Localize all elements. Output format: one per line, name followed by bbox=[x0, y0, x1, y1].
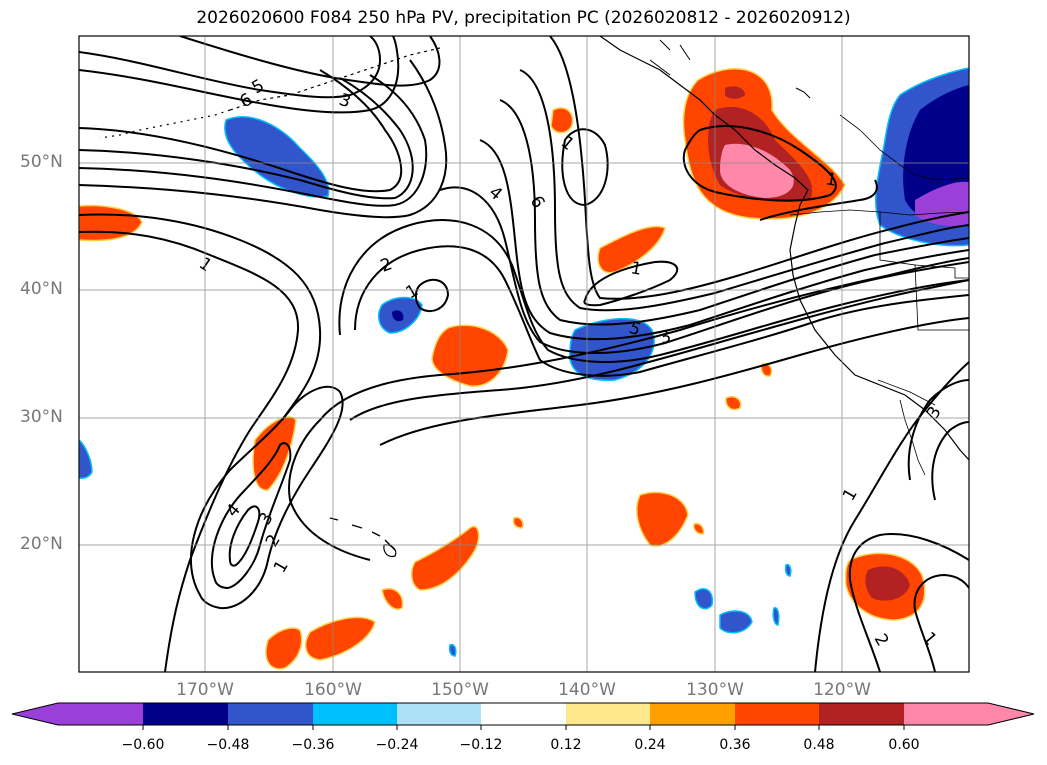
precip-negative-area bbox=[392, 310, 404, 322]
precip-positive-area bbox=[720, 143, 794, 198]
colorbar-segment bbox=[819, 703, 904, 725]
lat-label: 50°N bbox=[20, 152, 63, 172]
colorbar-tick-label: −0.48 bbox=[206, 737, 250, 753]
colorbar-tick-label: 0.24 bbox=[634, 737, 666, 753]
colorbar-segment bbox=[12, 703, 143, 725]
lon-label: 120°W bbox=[813, 680, 871, 700]
colorbar-segment bbox=[228, 703, 313, 725]
gridlines bbox=[79, 36, 969, 672]
map-area bbox=[79, 36, 969, 672]
colorbar bbox=[11, 702, 1035, 730]
colorbar-tick-label: −0.12 bbox=[459, 737, 503, 753]
lon-label: 140°W bbox=[558, 680, 616, 700]
precip-negative-area bbox=[694, 588, 714, 610]
precip-positive-area bbox=[636, 491, 689, 547]
map-frame bbox=[78, 35, 970, 673]
lat-label: 20°N bbox=[20, 534, 63, 554]
precip-positive-area bbox=[725, 396, 742, 411]
colorbar-segment bbox=[650, 703, 735, 725]
colorbar-segment bbox=[481, 703, 566, 725]
colorbar-segment bbox=[735, 703, 819, 725]
precip-positive-area bbox=[693, 522, 705, 535]
colorbar-tick-label: 0.48 bbox=[803, 737, 835, 753]
precip-positive-area bbox=[512, 516, 524, 529]
colorbar-segment bbox=[566, 703, 650, 725]
precip-positive-area bbox=[597, 225, 666, 274]
precip-negative-area bbox=[569, 318, 655, 381]
colorbar-segment bbox=[313, 703, 397, 725]
colorbar-outline bbox=[11, 702, 1035, 726]
colorbar-segment bbox=[904, 703, 1034, 725]
coastlines bbox=[99, 36, 969, 558]
lat-label: 40°N bbox=[20, 279, 63, 299]
precip-positive-area bbox=[381, 588, 404, 610]
colorbar-tick-label: −0.60 bbox=[121, 737, 165, 753]
colorbar-tick-label: 0.60 bbox=[888, 737, 920, 753]
lon-label: 170°W bbox=[176, 680, 234, 700]
colorbar-segment bbox=[397, 703, 481, 725]
lon-label: 160°W bbox=[304, 680, 362, 700]
lon-label: 150°W bbox=[431, 680, 489, 700]
precip-negative-area bbox=[784, 563, 792, 577]
precip-negative-area bbox=[448, 643, 457, 657]
precip-positive-area bbox=[550, 107, 574, 134]
precip-negative-area bbox=[79, 439, 93, 479]
precip-positive-area bbox=[410, 525, 480, 591]
colorbar-tick-label: −0.36 bbox=[291, 737, 335, 753]
colorbar-segment bbox=[143, 703, 228, 725]
precip-negative-area bbox=[224, 116, 330, 198]
precip-positive-area bbox=[265, 627, 303, 670]
precip-negative-area bbox=[719, 610, 753, 634]
colorbar-tick-label: 0.36 bbox=[719, 737, 751, 753]
lon-label: 130°W bbox=[686, 680, 744, 700]
precip-negative-area bbox=[772, 606, 780, 626]
contour-label: 1 bbox=[824, 169, 838, 191]
map-title: 2026020600 F084 250 hPa PV, precipitatio… bbox=[196, 8, 851, 28]
precip-positive-area bbox=[865, 566, 910, 601]
contour-label: 1 bbox=[629, 258, 643, 280]
lat-label: 30°N bbox=[20, 407, 63, 427]
pv-contours bbox=[79, 36, 969, 672]
colorbar-tick-label: −0.24 bbox=[375, 737, 419, 753]
precip-positive-area bbox=[725, 86, 745, 99]
colorbar-tick-label: 0.12 bbox=[550, 737, 582, 753]
precip-positive-area bbox=[304, 616, 376, 661]
